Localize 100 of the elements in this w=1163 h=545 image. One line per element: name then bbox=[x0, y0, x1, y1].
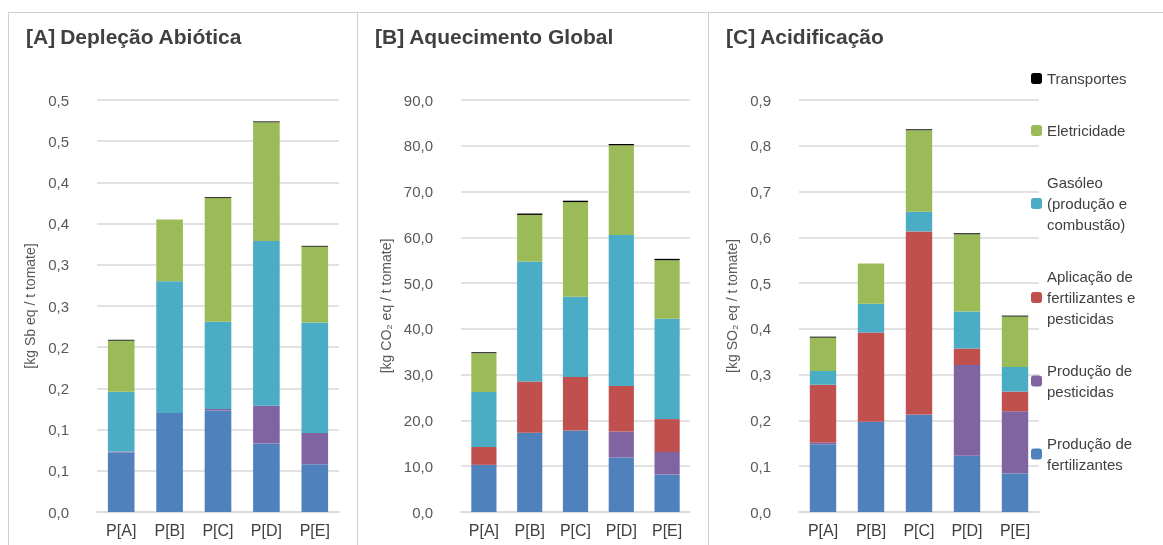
bar bbox=[608, 386, 634, 432]
bar bbox=[857, 303, 885, 333]
y-axis-title: [kg Sb eq / t tomate] bbox=[22, 243, 39, 369]
bar bbox=[301, 464, 329, 512]
bar bbox=[471, 464, 497, 512]
y-tick-label: 0,1 bbox=[48, 421, 69, 439]
y-tick-label: 0,8 bbox=[750, 137, 771, 155]
x-tick-label: P[E] bbox=[999, 521, 1031, 539]
y-tick-label: 40,0 bbox=[403, 320, 433, 338]
y-tick-label: 0,2 bbox=[48, 338, 69, 356]
y-tick-label: 0,1 bbox=[48, 462, 69, 480]
bar bbox=[905, 211, 933, 232]
bar bbox=[1001, 411, 1029, 474]
bar bbox=[905, 231, 933, 415]
bar bbox=[608, 145, 634, 236]
legend-label: Produção de pesticidas bbox=[1047, 362, 1137, 400]
bar bbox=[654, 419, 680, 453]
bar bbox=[562, 376, 589, 431]
bar bbox=[517, 214, 543, 262]
y-axis-title: [kg SO₂ eq / t tomate] bbox=[724, 239, 741, 373]
bar bbox=[857, 263, 885, 304]
x-tick-label: P[E] bbox=[299, 521, 330, 539]
y-tick-label: 90,0 bbox=[403, 91, 433, 109]
bar bbox=[654, 260, 680, 319]
bar bbox=[204, 321, 232, 409]
bar bbox=[953, 311, 981, 349]
legend-label: Gasóleo (produção e combustão) bbox=[1047, 174, 1132, 233]
y-tick-label: 0,5 bbox=[48, 132, 69, 150]
bar bbox=[562, 430, 589, 512]
bar bbox=[562, 296, 589, 377]
bar bbox=[107, 452, 135, 512]
x-tick-label: P[D] bbox=[250, 521, 282, 539]
x-tick-label: P[A] bbox=[807, 521, 839, 539]
bar bbox=[809, 371, 837, 385]
x-tick-label: P[A] bbox=[106, 521, 137, 539]
bar bbox=[953, 365, 981, 456]
y-tick-label: 70,0 bbox=[403, 183, 433, 201]
legend-label: Aplicação de fertilizantes e pesticidas bbox=[1047, 268, 1140, 327]
bar bbox=[857, 332, 885, 422]
legend-label: Transportes bbox=[1047, 70, 1127, 87]
bar bbox=[156, 219, 183, 282]
y-tick-label: 0,5 bbox=[750, 274, 771, 292]
x-tick-label: P[C] bbox=[202, 521, 234, 539]
legend-label: Eletricidade bbox=[1047, 122, 1126, 139]
bar bbox=[654, 318, 680, 420]
x-tick-label: P[D] bbox=[951, 521, 983, 539]
bar bbox=[204, 198, 232, 322]
bar bbox=[857, 421, 885, 512]
y-tick-label: 0,1 bbox=[750, 457, 771, 475]
bar bbox=[1001, 366, 1029, 392]
y-tick-label: 0,3 bbox=[48, 256, 69, 274]
bar bbox=[608, 235, 634, 387]
bar bbox=[301, 246, 329, 323]
y-tick-label: 0,2 bbox=[48, 379, 69, 397]
bar bbox=[905, 414, 933, 512]
x-tick-label: P[A] bbox=[468, 521, 500, 539]
bar bbox=[253, 122, 280, 241]
bar bbox=[953, 348, 981, 366]
y-tick-label: 80,0 bbox=[403, 137, 433, 155]
y-tick-label: 60,0 bbox=[403, 228, 433, 246]
x-tick-label: P[B] bbox=[855, 521, 887, 539]
y-tick-label: 10,0 bbox=[403, 457, 433, 475]
bar bbox=[905, 130, 933, 212]
chart-title: [A] Depleção Abiótica bbox=[26, 25, 242, 48]
x-tick-label: P[B] bbox=[154, 521, 185, 539]
y-axis-title: [kg CO₂ eq / t tomate] bbox=[377, 238, 394, 374]
bar bbox=[562, 202, 589, 297]
x-tick-label: P[D] bbox=[605, 521, 637, 539]
y-tick-label: 0,3 bbox=[750, 366, 771, 384]
bar bbox=[1001, 316, 1029, 367]
y-tick-label: 0,0 bbox=[412, 503, 433, 521]
bar bbox=[608, 457, 634, 512]
bar bbox=[809, 384, 837, 443]
bar bbox=[654, 474, 680, 512]
y-tick-label: 0,4 bbox=[48, 215, 69, 233]
chart-title: [B] Aquecimento Global bbox=[375, 25, 614, 48]
chart-title: [C] Acidificação bbox=[726, 25, 884, 48]
bar bbox=[471, 447, 497, 465]
bar bbox=[809, 444, 837, 512]
bar bbox=[253, 405, 280, 444]
y-tick-label: 0,0 bbox=[750, 503, 771, 521]
y-tick-label: 0,0 bbox=[48, 503, 69, 521]
bar bbox=[471, 392, 497, 447]
bar bbox=[301, 322, 329, 433]
bar bbox=[204, 410, 232, 512]
y-tick-label: 0,5 bbox=[48, 91, 69, 109]
bar bbox=[608, 431, 634, 458]
y-tick-label: 0,2 bbox=[750, 411, 771, 429]
bar bbox=[471, 353, 497, 393]
y-tick-label: 0,6 bbox=[750, 228, 771, 246]
bar bbox=[156, 413, 183, 512]
y-tick-label: 0,7 bbox=[750, 183, 771, 201]
y-tick-label: 0,4 bbox=[48, 173, 69, 191]
bar bbox=[107, 340, 135, 392]
bar bbox=[1001, 473, 1029, 512]
legend-label: Produção de fertilizantes bbox=[1047, 435, 1137, 473]
bar bbox=[156, 281, 183, 414]
bar bbox=[107, 391, 135, 452]
x-tick-label: P[C] bbox=[559, 521, 592, 539]
bar bbox=[654, 452, 680, 475]
